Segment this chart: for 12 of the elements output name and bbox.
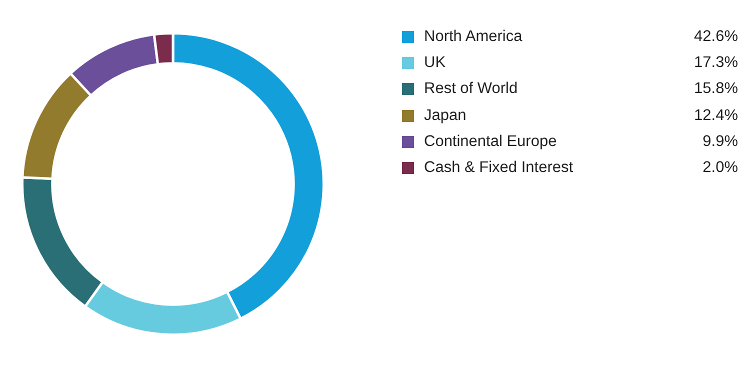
data-label: 12.4%	[694, 106, 738, 125]
data-label: 15.8%	[694, 80, 738, 98]
legend-label: Cash & Fixed Interest	[424, 159, 574, 178]
legend-label: Continental Europe	[424, 132, 558, 151]
legend-label: North America	[424, 28, 524, 46]
data-label: 9.9%	[702, 132, 738, 151]
data-label: 2.0%	[702, 159, 738, 178]
legend-label: Rest of World	[424, 80, 519, 98]
data-label: 17.3%	[694, 54, 738, 72]
legend-label: UK	[424, 54, 447, 72]
data-label: 42.6%	[694, 28, 738, 46]
legend-label: Japan	[424, 106, 468, 125]
